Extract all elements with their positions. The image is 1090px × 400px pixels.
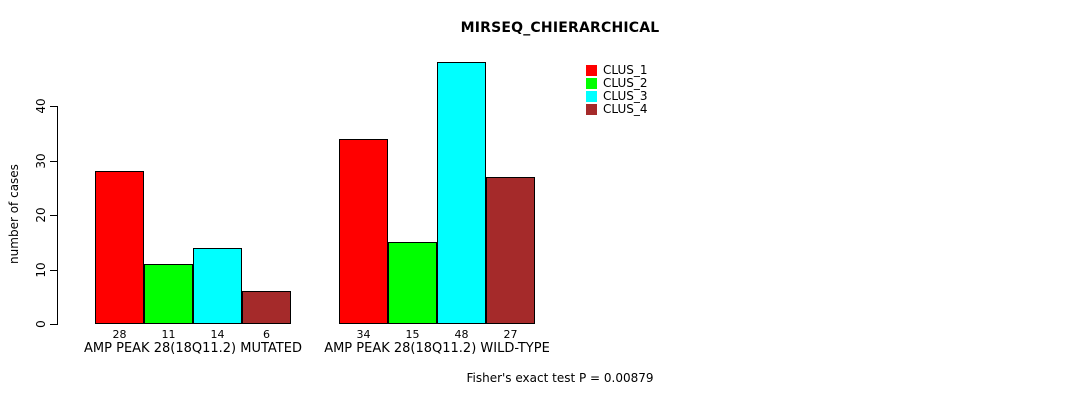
bar-value-label: 6 [263, 328, 270, 341]
y-tick-label: 10 [34, 262, 48, 278]
y-axis-label: number of cases [7, 164, 21, 264]
bar-value-label: 15 [405, 328, 420, 341]
y-axis-tick [50, 215, 57, 216]
legend-swatch-icon [586, 78, 597, 89]
bar-value-label: 27 [503, 328, 518, 341]
group-label-mutated: AMP PEAK 28(18Q11.2) MUTATED [84, 341, 302, 356]
legend-item-clus_3: CLUS_3 [586, 90, 648, 103]
legend-swatch-icon [586, 65, 597, 76]
legend-label: CLUS_2 [603, 76, 648, 90]
legend-item-clus_1: CLUS_1 [586, 64, 648, 77]
y-axis-tick [50, 270, 57, 271]
y-axis-tick [50, 324, 57, 325]
chart-title: MIRSEQ_CHIERARCHICAL [460, 20, 660, 36]
group-label-wildtype: AMP PEAK 28(18Q11.2) WILD-TYPE [324, 341, 550, 356]
bar-clus_3 [437, 62, 486, 324]
bar-value-label: 11 [161, 328, 176, 341]
legend-swatch-icon [586, 104, 597, 115]
fisher-test-note: Fisher's exact test P = 0.00879 [466, 371, 654, 385]
chart-legend: CLUS_1 CLUS_2 CLUS_3 CLUS_4 [586, 64, 648, 116]
legend-label: CLUS_1 [603, 63, 648, 77]
bar-value-label: 14 [210, 328, 225, 341]
bar-value-label: 28 [112, 328, 127, 341]
bar-clus_2 [144, 264, 193, 324]
y-tick-label: 0 [34, 320, 48, 328]
y-axis-tick [50, 161, 57, 162]
bar-clus_1 [339, 139, 388, 324]
bar-value-label: 34 [356, 328, 371, 341]
bar-clus_1 [95, 171, 144, 324]
bar-clus_2 [388, 242, 437, 324]
bar-clus_3 [193, 248, 242, 324]
legend-swatch-icon [586, 91, 597, 102]
legend-item-clus_4: CLUS_4 [586, 103, 648, 116]
y-axis-tick [50, 106, 57, 107]
y-tick-label: 20 [34, 207, 48, 223]
bar-clus_4 [242, 291, 291, 324]
y-axis-line [57, 106, 58, 325]
legend-label: CLUS_3 [603, 89, 648, 103]
legend-label: CLUS_4 [603, 102, 648, 116]
y-tick-label: 40 [34, 98, 48, 114]
bar-clus_4 [486, 177, 535, 324]
bar-value-label: 48 [454, 328, 469, 341]
y-tick-label: 30 [34, 153, 48, 169]
legend-item-clus_2: CLUS_2 [586, 77, 648, 90]
